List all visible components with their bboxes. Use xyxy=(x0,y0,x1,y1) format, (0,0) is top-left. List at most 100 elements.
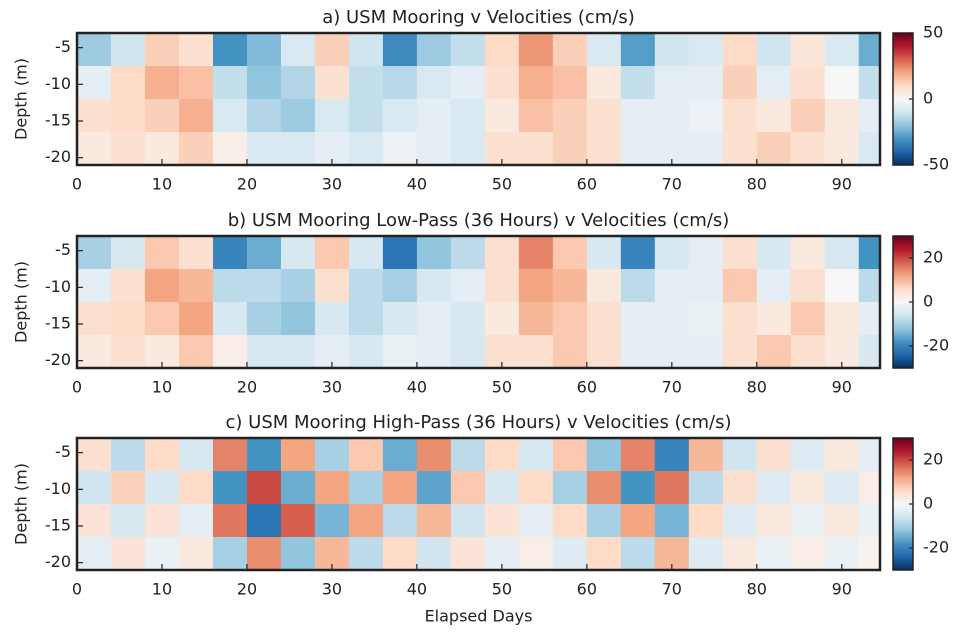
heat-cell xyxy=(586,99,622,133)
heat-cell xyxy=(416,438,452,472)
heat-cell xyxy=(416,471,452,505)
heat-cell xyxy=(77,269,112,303)
heat-cell xyxy=(212,269,248,303)
heat-cell xyxy=(212,504,248,538)
heat-cell xyxy=(722,537,758,570)
heat-cell xyxy=(382,236,418,270)
heat-cell xyxy=(518,33,554,67)
heat-cell xyxy=(654,302,690,336)
heat-cell xyxy=(722,438,758,472)
heat-cell xyxy=(518,236,554,270)
x-tick-label: 70 xyxy=(662,378,682,397)
heat-cell xyxy=(722,66,758,100)
heat-cell xyxy=(110,302,146,336)
heat-cell xyxy=(110,537,146,570)
heat-cell xyxy=(178,471,214,505)
heat-cell xyxy=(110,504,146,538)
heat-cell xyxy=(518,269,554,303)
heat-cell xyxy=(654,471,690,505)
heat-cell xyxy=(586,471,622,505)
heat-cell xyxy=(450,99,486,133)
heat-cell xyxy=(586,302,622,336)
heat-cell xyxy=(858,99,880,133)
x-tick-label: 90 xyxy=(832,580,852,599)
heat-cell xyxy=(620,99,656,133)
heat-cell xyxy=(722,269,758,303)
heat-cell xyxy=(416,33,452,67)
heat-cell xyxy=(348,66,384,100)
heat-cell xyxy=(314,99,350,133)
heat-cell xyxy=(824,66,860,100)
heat-cell xyxy=(450,537,486,570)
heat-cell xyxy=(824,302,860,336)
heat-cell xyxy=(756,302,792,336)
heat-cell xyxy=(790,99,826,133)
heat-cell xyxy=(654,504,690,538)
heat-cell xyxy=(110,438,146,472)
chart-title: c) USM Mooring High-Pass (36 Hours) v Ve… xyxy=(226,412,732,433)
heat-cell xyxy=(450,66,486,100)
x-tick-label: 10 xyxy=(152,580,172,599)
heat-cell xyxy=(178,335,214,368)
heat-cell xyxy=(178,66,214,100)
heat-cell xyxy=(586,132,622,165)
x-tick-label: 40 xyxy=(407,175,427,194)
heat-cell xyxy=(144,302,180,336)
heat-cell xyxy=(620,504,656,538)
heat-cell xyxy=(212,33,248,67)
x-tick-label: 40 xyxy=(407,378,427,397)
heat-cell xyxy=(790,269,826,303)
heat-cell xyxy=(552,438,588,472)
x-axis-label: Elapsed Days xyxy=(425,607,533,626)
heat-cell xyxy=(518,471,554,505)
heat-cell xyxy=(654,269,690,303)
x-tick-label: 30 xyxy=(322,580,342,599)
heat-cell xyxy=(484,66,520,100)
heat-cell xyxy=(348,236,384,270)
heat-cell xyxy=(280,269,316,303)
heat-cell xyxy=(688,33,724,67)
heat-cell xyxy=(688,132,724,165)
heat-cell xyxy=(620,335,656,368)
heat-cell xyxy=(212,335,248,368)
heat-cell xyxy=(280,438,316,472)
heat-cell xyxy=(246,99,282,133)
heat-cell xyxy=(858,471,880,505)
heat-cell xyxy=(212,236,248,270)
y-tick-label: -20 xyxy=(45,147,71,166)
colorbar-tick-label: 20 xyxy=(923,450,943,469)
y-tick-label: -15 xyxy=(45,516,71,535)
heat-cell xyxy=(348,99,384,133)
heat-cell xyxy=(756,269,792,303)
x-tick-label: 0 xyxy=(72,378,82,397)
heat-cell xyxy=(246,33,282,67)
x-tick-label: 20 xyxy=(237,378,257,397)
x-tick-label: 30 xyxy=(322,378,342,397)
x-tick-label: 60 xyxy=(577,378,597,397)
heat-cell xyxy=(756,33,792,67)
heat-cell xyxy=(586,335,622,368)
heat-cell xyxy=(110,335,146,368)
y-axis-label: Depth (m) xyxy=(12,58,31,140)
heat-cell xyxy=(722,236,758,270)
heat-cell xyxy=(246,504,282,538)
heat-cell xyxy=(722,99,758,133)
heat-cell xyxy=(110,471,146,505)
heat-cell xyxy=(858,537,880,570)
heat-cell xyxy=(722,302,758,336)
heat-cell xyxy=(280,66,316,100)
x-tick-label: 60 xyxy=(577,175,597,194)
heat-cell xyxy=(552,471,588,505)
heat-cell xyxy=(688,335,724,368)
heat-cell xyxy=(858,302,880,336)
heat-cell xyxy=(450,33,486,67)
heatmap xyxy=(77,438,880,570)
heat-cell xyxy=(756,537,792,570)
heat-cell xyxy=(484,438,520,472)
heat-cell xyxy=(348,269,384,303)
heat-cell xyxy=(246,537,282,570)
heat-cell xyxy=(77,99,112,133)
heat-cell xyxy=(688,269,724,303)
heat-cell xyxy=(586,504,622,538)
heat-cell xyxy=(280,236,316,270)
